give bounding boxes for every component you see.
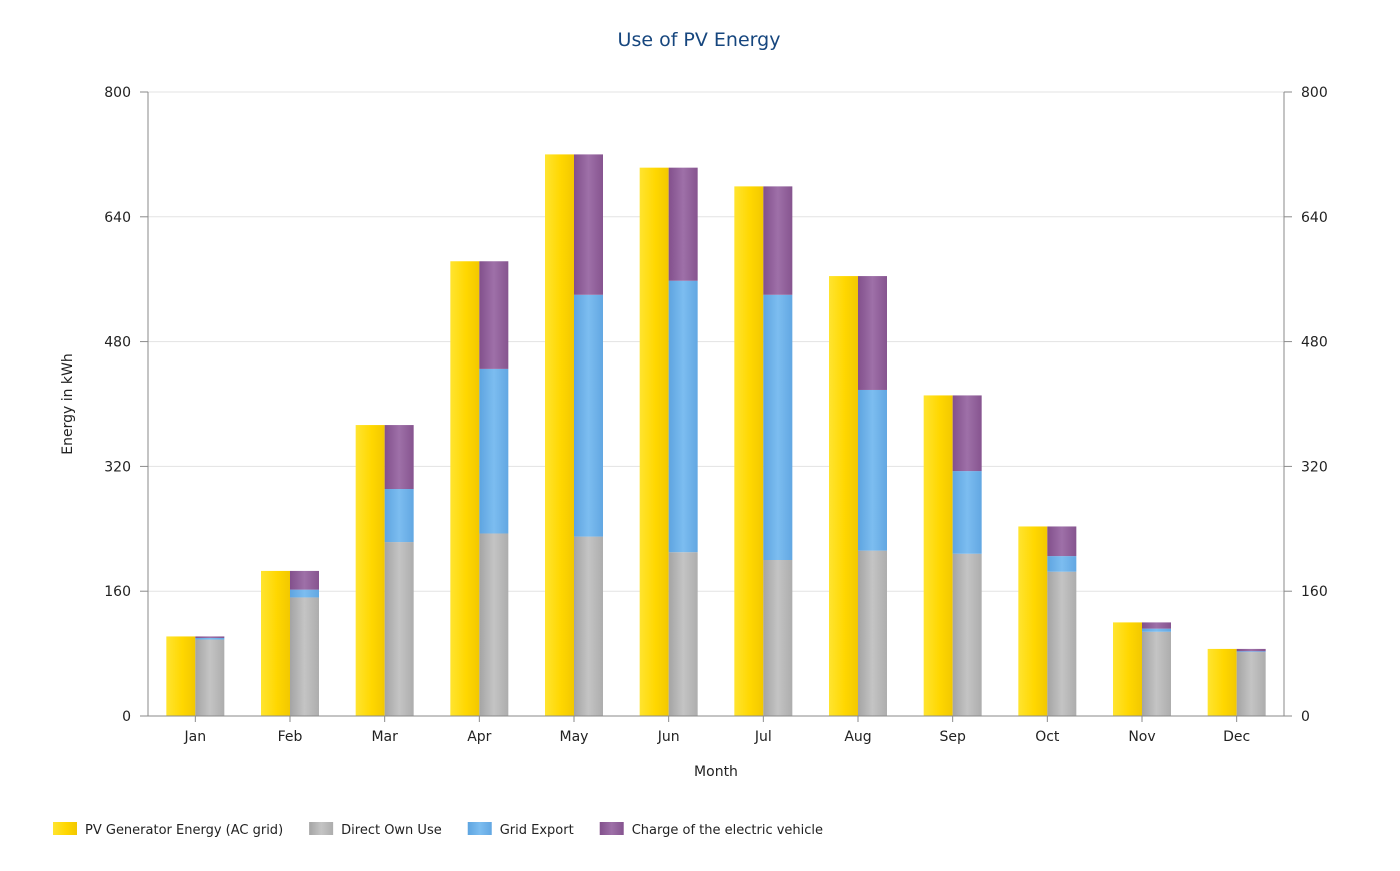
legend-swatch-3 xyxy=(599,822,624,835)
bar-dec-series-3 xyxy=(1236,648,1266,652)
bars xyxy=(166,154,1266,716)
x-axis-title: Month xyxy=(694,764,738,780)
bar-jan-series-1 xyxy=(195,639,225,716)
bar-mar-series-2 xyxy=(384,489,414,543)
y-tick-label-right: 160 xyxy=(1301,584,1328,600)
y-tick-label-right: 0 xyxy=(1301,709,1310,725)
y-tick-label-left: 0 xyxy=(122,709,131,725)
bar-oct-series-0 xyxy=(1018,526,1048,716)
bar-jun-series-3 xyxy=(668,167,698,281)
bar-jul-series-3 xyxy=(763,186,793,295)
y-tick-label-right: 320 xyxy=(1301,459,1328,475)
y-tick-label-left: 320 xyxy=(104,459,131,475)
bar-may-series-1 xyxy=(574,536,603,716)
bar-may-series-3 xyxy=(574,154,603,295)
bar-dec-series-2 xyxy=(1236,651,1266,653)
bar-oct-series-2 xyxy=(1047,556,1077,572)
legend-label-1: Direct Own Use xyxy=(341,823,442,838)
x-tick-label: May xyxy=(560,729,589,745)
chart-title: Use of PV Energy xyxy=(618,29,781,51)
bar-feb-series-2 xyxy=(290,589,319,598)
bar-jun-series-2 xyxy=(668,280,698,553)
y-tick-label-left: 640 xyxy=(104,210,131,226)
bar-sep-series-3 xyxy=(952,395,982,472)
bar-may-series-0 xyxy=(545,154,574,716)
bar-dec-series-0 xyxy=(1207,648,1237,716)
bar-nov-series-2 xyxy=(1142,628,1171,632)
x-tick-label: Dec xyxy=(1223,729,1250,745)
y-tick-label-left: 160 xyxy=(104,584,131,600)
bar-aug-series-1 xyxy=(858,550,887,716)
bar-apr-series-0 xyxy=(450,261,480,716)
bar-feb-series-3 xyxy=(290,570,319,590)
bar-jan-series-2 xyxy=(195,638,225,640)
x-tick-label: Mar xyxy=(371,729,398,745)
y-tick-label-left: 480 xyxy=(104,335,131,351)
bar-sep-series-0 xyxy=(923,395,953,716)
bar-nov-series-3 xyxy=(1142,622,1171,629)
bar-oct-series-1 xyxy=(1047,571,1077,716)
bar-jun-series-1 xyxy=(668,552,698,716)
legend-label-0: PV Generator Energy (AC grid) xyxy=(85,823,283,838)
bar-mar-series-1 xyxy=(384,542,414,716)
x-tick-label: Jan xyxy=(184,729,207,745)
bar-mar-series-3 xyxy=(384,425,414,490)
legend-label-2: Grid Export xyxy=(500,823,574,838)
legend-swatch-1 xyxy=(309,822,334,835)
bar-jan-series-3 xyxy=(195,636,225,638)
bar-feb-series-1 xyxy=(290,597,319,716)
x-tick-label: Apr xyxy=(467,729,491,745)
bar-apr-series-3 xyxy=(479,261,509,369)
legend: PV Generator Energy (AC grid) Direct Own … xyxy=(53,822,823,838)
bar-jul-series-2 xyxy=(763,294,793,560)
x-tick-label: Sep xyxy=(939,729,966,745)
x-tick-label: Jun xyxy=(657,729,680,745)
bar-dec-series-1 xyxy=(1236,652,1266,716)
bar-mar-series-0 xyxy=(355,425,385,716)
legend-swatch-0 xyxy=(53,822,77,835)
y-tick-label-right: 640 xyxy=(1301,210,1328,226)
bar-aug-series-3 xyxy=(858,276,887,390)
x-tick-label: Aug xyxy=(844,729,871,745)
bar-nov-series-1 xyxy=(1142,631,1171,716)
x-tick-label: Feb xyxy=(278,729,303,745)
bar-oct-series-3 xyxy=(1047,526,1077,557)
bar-jan-series-0 xyxy=(166,636,196,716)
bar-jul-series-1 xyxy=(763,560,793,716)
x-tick-label: Jul xyxy=(754,729,772,745)
bar-nov-series-0 xyxy=(1113,622,1142,716)
gridlines xyxy=(148,91,1284,592)
bar-feb-series-0 xyxy=(261,570,290,716)
y-tick-label-right: 480 xyxy=(1301,335,1328,351)
bar-jul-series-0 xyxy=(734,186,764,716)
bar-may-series-2 xyxy=(574,294,603,537)
bar-aug-series-0 xyxy=(829,276,858,716)
y-tick-label-right: 800 xyxy=(1301,85,1328,101)
x-tick-label: Nov xyxy=(1128,729,1155,745)
bar-aug-series-2 xyxy=(858,389,887,551)
legend-swatch-2 xyxy=(467,822,492,835)
x-tick-label: Oct xyxy=(1035,729,1060,745)
y-axis-title: Energy in kWh xyxy=(60,353,76,455)
legend-label-3: Charge of the electric vehicle xyxy=(632,823,823,838)
bar-jun-series-0 xyxy=(639,167,669,716)
axes: 0 0 160 160 320 320 480 480 640 640 800 800 Jan Feb Ma… xyxy=(104,85,1327,745)
y-tick-label-left: 800 xyxy=(104,85,131,101)
bar-apr-series-2 xyxy=(479,368,509,534)
bar-apr-series-1 xyxy=(479,533,509,716)
bar-sep-series-2 xyxy=(952,471,982,554)
bar-sep-series-1 xyxy=(952,553,982,716)
